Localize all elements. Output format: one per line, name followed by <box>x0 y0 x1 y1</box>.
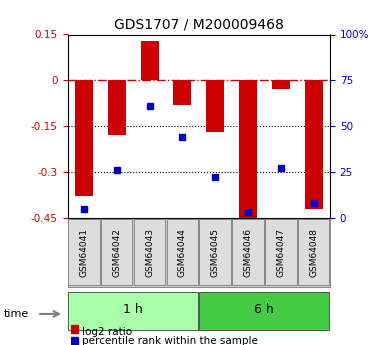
Text: time: time <box>4 309 29 319</box>
Text: GSM64046: GSM64046 <box>243 228 252 277</box>
Text: GSM64047: GSM64047 <box>276 228 285 277</box>
FancyBboxPatch shape <box>200 219 231 285</box>
Bar <box>108 80 126 135</box>
Text: percentile rank within the sample: percentile rank within the sample <box>82 336 258 345</box>
FancyBboxPatch shape <box>200 292 329 331</box>
Bar <box>71 325 78 333</box>
Text: log2 ratio: log2 ratio <box>82 327 133 337</box>
FancyBboxPatch shape <box>68 292 198 331</box>
FancyBboxPatch shape <box>166 219 198 285</box>
Title: GDS1707 / M200009468: GDS1707 / M200009468 <box>114 18 284 32</box>
Text: GSM64043: GSM64043 <box>145 228 154 277</box>
Bar <box>206 80 224 132</box>
Bar <box>75 80 93 196</box>
FancyBboxPatch shape <box>232 219 264 285</box>
Text: GSM64042: GSM64042 <box>112 228 121 277</box>
Text: GSM64045: GSM64045 <box>211 228 220 277</box>
Bar <box>272 80 290 89</box>
Text: 6 h: 6 h <box>255 303 274 316</box>
Text: 1 h: 1 h <box>123 303 143 316</box>
Text: GSM64048: GSM64048 <box>309 228 318 277</box>
Bar <box>304 80 322 209</box>
Bar <box>71 337 78 344</box>
Bar <box>141 41 159 80</box>
Text: GSM64041: GSM64041 <box>80 228 88 277</box>
FancyBboxPatch shape <box>134 219 165 285</box>
FancyBboxPatch shape <box>265 219 297 285</box>
Bar <box>239 80 257 221</box>
FancyBboxPatch shape <box>298 219 329 285</box>
FancyBboxPatch shape <box>101 219 132 285</box>
FancyBboxPatch shape <box>68 219 100 285</box>
Text: GSM64044: GSM64044 <box>178 228 187 277</box>
Bar <box>173 80 191 105</box>
